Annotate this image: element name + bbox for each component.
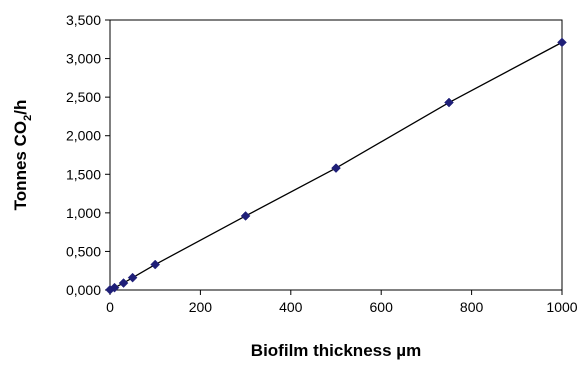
plot-area xyxy=(109,19,563,291)
x-tick-label: 600 xyxy=(370,299,394,315)
y-tick-label: 3,000 xyxy=(66,51,101,67)
y-tick-label: 0,000 xyxy=(66,282,101,298)
x-tick-label: 0 xyxy=(106,299,114,315)
x-tick-label: 400 xyxy=(279,299,303,315)
data-point xyxy=(557,37,567,48)
data-point xyxy=(444,97,454,108)
y-axis-label-tail: /h xyxy=(11,100,30,115)
data-point xyxy=(127,272,138,283)
data-point xyxy=(331,163,341,173)
data-points xyxy=(105,37,567,295)
y-tick-label: 1,500 xyxy=(66,166,101,182)
x-tick-label: 800 xyxy=(460,299,484,315)
x-tick-label: 1000 xyxy=(546,299,577,315)
data-point xyxy=(150,259,161,270)
y-axis-label-subscript: 2 xyxy=(22,115,34,121)
y-axis-label: Tonnes CO2/h xyxy=(11,100,34,211)
data-point xyxy=(118,278,129,288)
y-tick-label: 1,000 xyxy=(66,205,101,221)
x-tick-label: 200 xyxy=(189,299,213,315)
data-point xyxy=(109,282,120,293)
data-point xyxy=(240,211,251,221)
x-axis: 0 200 400 600 800 1000 xyxy=(106,290,578,315)
y-tick-label: 0,500 xyxy=(66,243,101,259)
y-tick-label: 3,500 xyxy=(66,12,101,28)
x-axis-label: Biofilm thickness µm xyxy=(251,341,421,360)
y-tick-label: 2,000 xyxy=(66,128,101,144)
y-axis-label-main: Tonnes CO xyxy=(11,121,30,210)
y-tick-label: 2,500 xyxy=(66,89,101,105)
y-axis: 0,000 0,500 1,000 1,500 2,000 2,500 3,000 3,500 xyxy=(66,12,110,298)
